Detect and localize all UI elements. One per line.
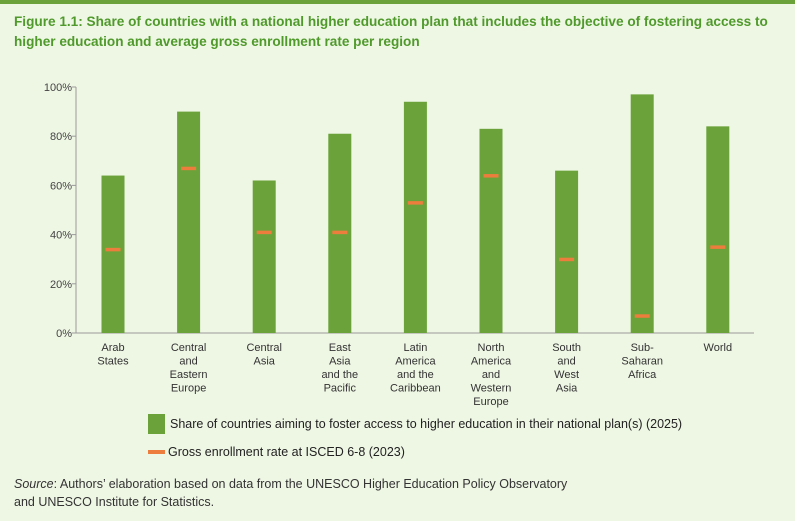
y-tick-label: 0% (56, 328, 72, 340)
legend-label-markers: Gross enrollment rate at ISCED 6-8 (2023… (168, 445, 405, 459)
enrollment-marker (710, 245, 726, 249)
x-tick-label: Central and Eastern Europe (170, 342, 208, 395)
source-text: : Authors’ elaboration based on data fro… (53, 477, 568, 491)
enrollment-marker (559, 257, 575, 262)
x-tick-label: East Asia and the Pacific (321, 342, 358, 395)
enrollment-marker (181, 166, 197, 171)
y-tick-label: 80% (50, 131, 72, 143)
x-tick-label: South and West Asia (552, 342, 581, 395)
enrollment-marker (105, 247, 121, 252)
legend-item-markers: Gross enrollment rate at ISCED 6-8 (2023… (148, 445, 405, 459)
enrollment-marker (332, 230, 348, 235)
bar (101, 175, 125, 333)
top-rule (0, 0, 795, 4)
bar (479, 128, 503, 333)
x-tick-label: World (704, 342, 733, 354)
bar (252, 180, 276, 333)
bar (706, 126, 730, 333)
x-tick-label: Arab States (97, 342, 129, 368)
enrollment-marker (634, 314, 650, 318)
source-note: Source: Authors’ elaboration based on da… (14, 475, 567, 511)
bar (630, 94, 654, 333)
x-tick-label: Latin America and the Caribbean (390, 342, 441, 395)
legend-swatch-bar (148, 414, 165, 434)
source-text-line2: and UNESCO Institute for Statistics. (14, 495, 215, 509)
y-tick-label: 100% (44, 82, 72, 94)
x-tick-label: Sub-Saharan Africa (621, 342, 663, 381)
y-tick-label: 20% (50, 279, 72, 291)
y-tick-label: 40% (50, 230, 72, 242)
figure-title: Figure 1.1: Share of countries with a na… (14, 14, 768, 49)
legend-label-bars: Share of countries aiming to foster acce… (170, 417, 683, 431)
legend-swatch-marker (148, 450, 165, 454)
x-tick-label: North America and Western Europe (471, 342, 512, 408)
enrollment-marker (483, 174, 499, 178)
bar (403, 101, 427, 333)
bar (555, 170, 579, 333)
enrollment-marker (407, 201, 423, 205)
enrollment-marker (256, 230, 272, 235)
bar (177, 111, 201, 333)
source-label: Source (14, 477, 54, 491)
x-tick-label: Central Asia (246, 342, 281, 368)
y-tick-label: 60% (50, 180, 72, 192)
legend-item-bars: Share of countries aiming to foster acce… (148, 414, 682, 434)
